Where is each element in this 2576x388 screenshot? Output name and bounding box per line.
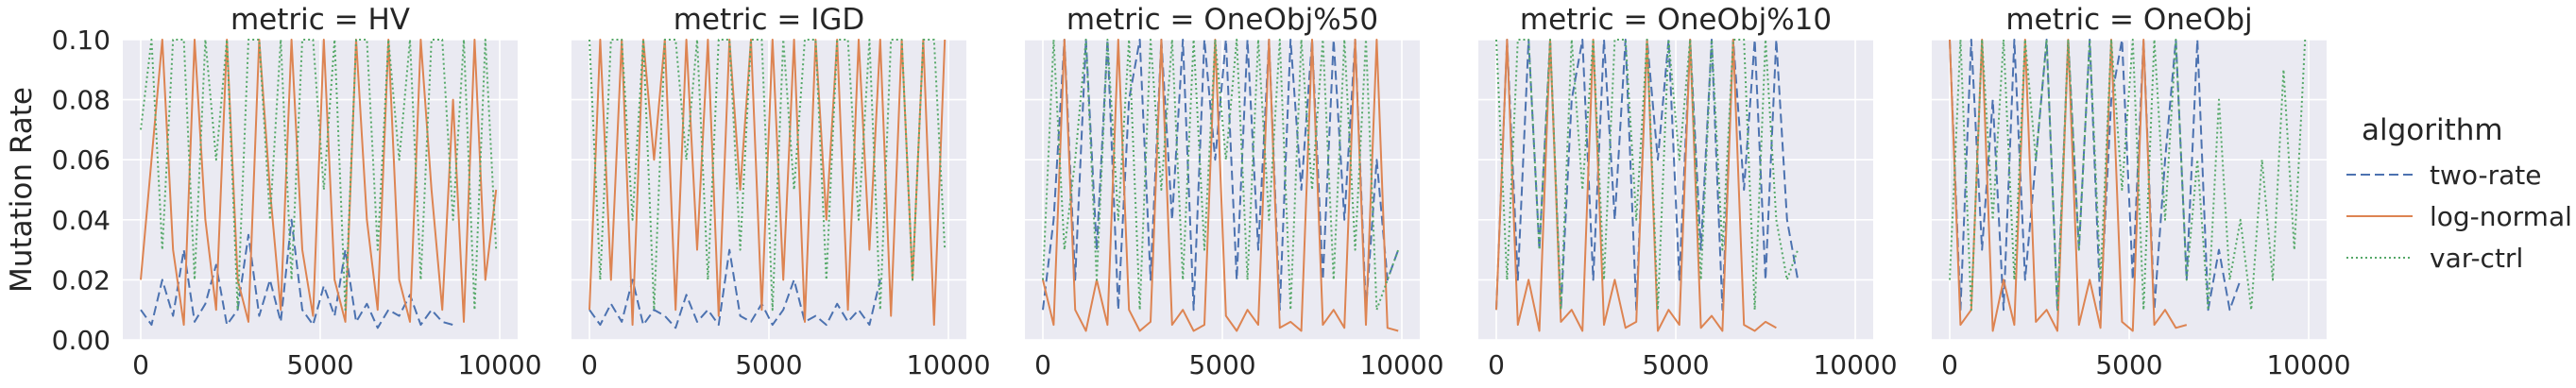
panel-1-xtick-label-0: 0 [132,349,149,380]
panel-1-xtick-label-1: 5000 [286,349,353,380]
panel-5-series-var-ctrl [1949,39,2307,312]
panel-2-title: metric = IGD [674,3,865,37]
panel-2-series-var-ctrl [589,39,947,312]
ytick-label-0: 0.00 [52,325,111,356]
legend-label-var-ctrl: var-ctrl [2430,243,2523,274]
panel-3-xtick-label-1: 5000 [1188,349,1255,380]
panel-3-series-var-ctrl [1042,39,1400,312]
legend-label-log-normal: log-normal [2430,201,2572,232]
legend-title: algorithm [2362,113,2503,147]
ytick-label-4: 0.08 [52,85,111,116]
panel-3-title: metric = OneObj%50 [1066,3,1378,37]
panel-4-xtick-label-1: 5000 [1642,349,1709,380]
panel-2-series-log-normal [589,39,947,327]
panel-4-series-var-ctrl [1495,39,1800,312]
panel-3-xtick-label-2: 10000 [1359,349,1443,380]
panel-2-series-two-rate [589,248,881,329]
panel-5-xtick-label-1: 5000 [2095,349,2162,380]
panel-4-xtick-label-2: 10000 [1813,349,1897,380]
panel-3-series-log-normal [1042,39,1399,332]
panel-5-series-log-normal [1949,39,2188,332]
panel-3-xtick-label-0: 0 [1034,349,1051,380]
panel-1-xtick-label-2: 10000 [457,349,541,380]
ytick-label-3: 0.06 [52,144,111,176]
ytick-label-2: 0.04 [52,205,111,236]
panel-2-xtick-label-2: 10000 [906,349,990,380]
panel-5-xtick-label-0: 0 [1941,349,1958,380]
panel-2-xtick-label-0: 0 [581,349,598,380]
panel-1-series-log-normal [140,39,498,327]
panel-4-series-log-normal [1495,39,1777,332]
panel-3-series-two-rate [1042,39,1400,312]
legend-label-two-rate: two-rate [2430,160,2542,191]
ytick-label-5: 0.10 [52,25,111,56]
panel-5-title: metric = OneObj [2005,3,2252,37]
y-axis-label: Mutation Rate [5,87,39,293]
panel-1-series-var-ctrl [140,39,498,312]
ytick-label-1: 0.02 [52,264,111,295]
panel-1-series-two-rate [140,218,453,329]
panel-4-xtick-label-0: 0 [1488,349,1505,380]
panel-2-xtick-label-1: 5000 [735,349,802,380]
panel-5-xtick-label-2: 10000 [2266,349,2350,380]
panel-1-title: metric = HV [230,3,410,37]
panel-4-title: metric = OneObj%10 [1520,3,1832,37]
